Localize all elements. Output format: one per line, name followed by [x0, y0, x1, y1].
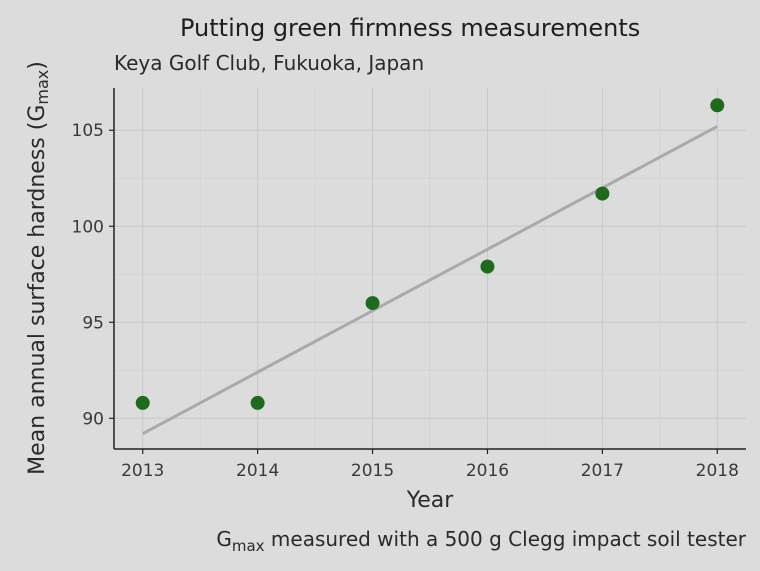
x-axis-label: Year — [406, 488, 455, 513]
chart-caption: Gmax measured with a 500 g Clegg impact … — [216, 527, 746, 555]
trend-line — [142, 125, 718, 435]
y-tick-label: 90 — [82, 409, 104, 429]
y-tick-label: 105 — [72, 121, 104, 141]
x-tick-label: 2013 — [121, 461, 164, 481]
x-tick-label: 2016 — [466, 461, 509, 481]
x-axis-ticks: 2013 2014 2015 2016 2017 2018 — [121, 449, 739, 481]
data-point — [480, 259, 495, 274]
data-point — [710, 98, 725, 113]
y-tick-label: 95 — [82, 313, 104, 333]
x-tick-label: 2017 — [581, 461, 624, 481]
data-point — [595, 186, 610, 201]
data-point — [250, 395, 265, 410]
grid — [114, 88, 746, 449]
chart-subtitle: Keya Golf Club, Fukuoka, Japan — [114, 51, 424, 75]
data-point — [135, 395, 150, 410]
y-axis-ticks: 90 95 100 105 — [72, 121, 114, 429]
x-tick-label: 2018 — [696, 461, 739, 481]
x-tick-label: 2014 — [236, 461, 279, 481]
y-tick-label: 100 — [72, 217, 104, 237]
chart-title: Putting green firmness measurements — [180, 14, 640, 42]
x-tick-label: 2015 — [351, 461, 394, 481]
y-axis-label: Mean annual surface hardness (Gmax) — [25, 61, 52, 475]
data-point — [365, 296, 380, 311]
data-points — [135, 98, 725, 410]
